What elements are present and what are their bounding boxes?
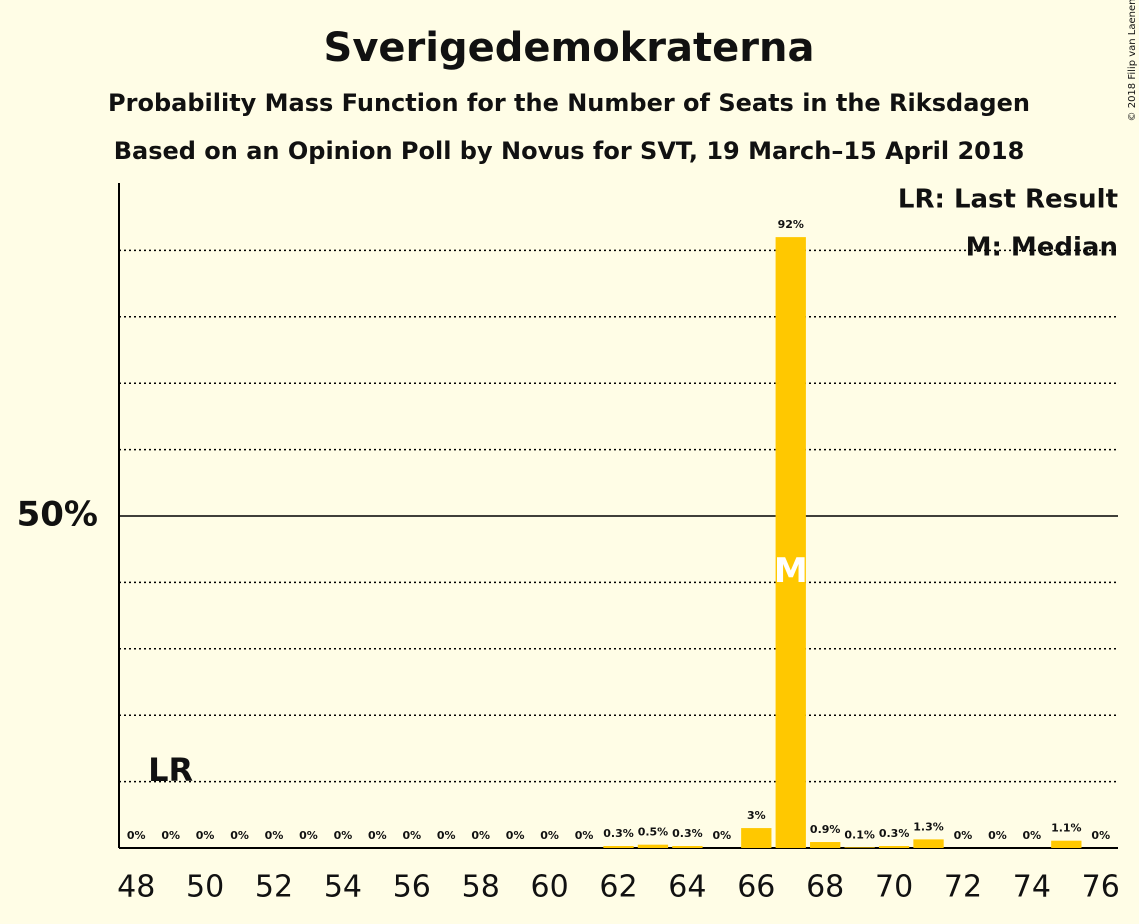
x-tick-label: 50 [186,870,224,905]
value-label: 0.5% [638,826,669,839]
value-label: 0% [161,829,180,842]
value-label: 0.3% [603,827,634,840]
x-tick-label: 72 [944,870,982,905]
value-label: 0% [402,829,421,842]
last-result-marker: LR [148,751,193,789]
x-tick-label: 54 [324,870,362,905]
value-label: 0% [265,829,284,842]
value-label: 0.3% [879,827,910,840]
value-label: 0% [988,829,1007,842]
legend-entry: LR: Last Result [898,185,1118,215]
bar [913,839,944,848]
value-label: 0% [954,829,973,842]
value-label: 0% [196,829,215,842]
value-label: 0.9% [810,823,841,836]
value-label: 0% [1091,829,1110,842]
value-label: 92% [778,218,804,231]
value-label: 1.1% [1051,822,1082,835]
x-tick-label: 74 [1013,870,1051,905]
value-label: 0% [471,829,490,842]
chart-subtitle: Based on an Opinion Poll by Novus for SV… [114,137,1025,165]
bar [1051,840,1082,848]
value-label: 0% [299,829,318,842]
value-label: 0% [506,829,525,842]
x-tick-label: 56 [393,870,431,905]
value-label: 0% [1023,829,1042,842]
bar [672,846,703,848]
x-tick-label: 58 [462,870,500,905]
bar [878,846,910,848]
value-label: 0% [230,829,249,842]
bar [775,237,806,848]
x-tick-label: 66 [737,870,775,905]
y-tick-label: 50% [17,495,98,535]
bar [637,844,669,848]
value-label: 1.3% [913,820,944,833]
median-marker: M [774,551,808,591]
chart-subtitle: Probability Mass Function for the Number… [108,89,1030,117]
x-tick-label: 48 [117,870,155,905]
chart-title: Sverigedemokraterna [324,25,815,71]
value-label: 0% [368,829,387,842]
legend-entry: M: Median [966,233,1118,263]
value-label: 0% [713,829,732,842]
x-tick-label: 52 [255,870,293,905]
bar [603,846,634,848]
x-tick-label: 64 [668,870,706,905]
value-label: 3% [747,809,766,822]
bar [741,828,772,848]
value-label: 0.3% [672,827,703,840]
value-label: 0% [540,829,559,842]
x-tick-label: 76 [1082,870,1120,905]
x-tick-label: 62 [599,870,637,905]
value-label: 0% [127,829,146,842]
value-label: 0% [575,829,594,842]
copyright: © 2018 Filip van Laenen [1127,0,1138,121]
x-tick-label: 68 [806,870,844,905]
x-tick-label: 60 [531,870,569,905]
value-label: 0.1% [844,828,875,841]
value-label: 0% [437,829,456,842]
bar [810,842,841,848]
x-tick-label: 70 [875,870,913,905]
value-label: 0% [334,829,353,842]
bar [844,847,875,848]
